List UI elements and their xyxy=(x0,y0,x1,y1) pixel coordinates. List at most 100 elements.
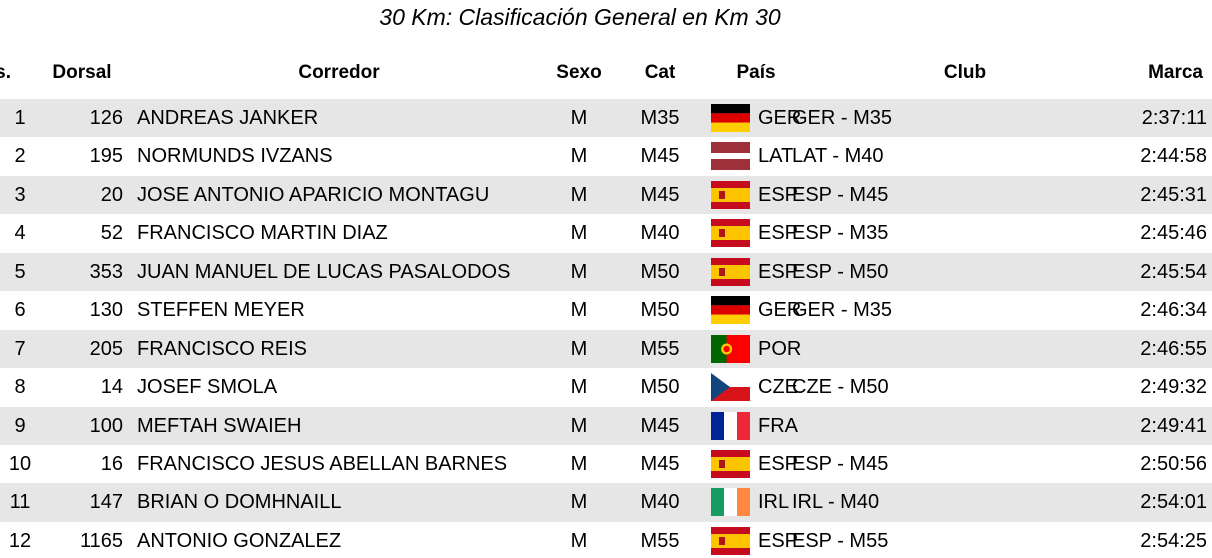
sex: M xyxy=(570,529,588,552)
position: 12 xyxy=(8,529,32,552)
club: ESP - M45 xyxy=(792,452,889,475)
finish-time: 2:54:01 xyxy=(1140,491,1207,514)
sex: M xyxy=(570,491,588,514)
runner-name: JUAN MANUEL DE LUCAS PASALODOS xyxy=(137,260,511,283)
finish-time: 2:44:58 xyxy=(1140,145,1207,168)
title: 30 Km: Clasificación General en Km 30 xyxy=(379,4,781,30)
row: 12 1165 ANTONIO GONZALEZ M M55 ESP ESP - M55 2:… xyxy=(0,522,1212,558)
sex: M xyxy=(570,337,588,360)
header: Cat xyxy=(644,62,676,83)
position: 5 xyxy=(14,260,26,283)
bib: 20 xyxy=(100,183,123,206)
finish-time: 2:49:32 xyxy=(1140,376,1207,399)
position: 3 xyxy=(14,183,26,206)
finish-time: 2:46:34 xyxy=(1140,299,1207,322)
position: 11 xyxy=(9,491,31,514)
header: Dorsal xyxy=(52,62,112,83)
row: 3 20 JOSE ANTONIO APARICIO MONTAGU M M45 ESP E… xyxy=(0,175,1212,215)
bib: 16 xyxy=(100,452,123,475)
club: ESP - M45 xyxy=(792,183,889,206)
category: M35 xyxy=(640,107,680,129)
country: CZE xyxy=(758,376,798,399)
country: POR xyxy=(758,337,802,360)
row: 10 16 FRANCISCO JESUS ABELLAN BARNES M M45 ES… xyxy=(0,445,1212,483)
flag xyxy=(711,296,750,324)
sex: M xyxy=(570,452,588,475)
runner-name: NORMUNDS IVZANS xyxy=(137,145,333,168)
row: 11 147 BRIAN O DOMHNAILL M M40 IRL IRL - M40 2:… xyxy=(0,483,1212,522)
bib: 14 xyxy=(100,376,123,399)
category: M45 xyxy=(640,414,680,437)
bib: 353 xyxy=(89,260,123,283)
finish-time: 2:54:25 xyxy=(1140,529,1207,552)
header: País xyxy=(736,62,776,83)
finish-time: 2:45:54 xyxy=(1140,260,1207,283)
flag xyxy=(711,258,750,286)
position: 7 xyxy=(14,337,26,360)
header: Corredor xyxy=(298,62,380,83)
header: Marca xyxy=(1148,62,1203,83)
category: M40 xyxy=(640,222,680,245)
flag xyxy=(711,527,750,555)
bib: 195 xyxy=(89,145,123,168)
category: M50 xyxy=(640,260,680,283)
club: ESP - M50 xyxy=(792,260,889,283)
country: IRL xyxy=(758,491,790,514)
row: 5 353 JUAN MANUEL DE LUCAS PASALODOS M M50 ES… xyxy=(0,252,1212,292)
country: FRA xyxy=(758,414,798,437)
position: 9 xyxy=(14,414,26,437)
sex: M xyxy=(570,183,588,206)
country: GER xyxy=(758,299,802,322)
runner-name: FRANCISCO JESUS ABELLAN BARNES xyxy=(137,452,508,475)
runner-name: JOSE ANTONIO APARICIO MONTAGU xyxy=(137,183,490,206)
flag xyxy=(711,450,750,478)
position: 6 xyxy=(14,299,26,322)
club: CZE - M50 xyxy=(792,376,889,399)
finish-time: 2:49:41 xyxy=(1140,414,1207,437)
flag xyxy=(711,335,750,363)
row: 7 205 FRANCISCO REIS M M55 POR 2:46:55 xyxy=(0,329,1212,369)
runner-name: JOSEF SMOLA xyxy=(137,376,278,399)
bib: 205 xyxy=(89,337,123,360)
category: M45 xyxy=(640,183,680,206)
country: GER xyxy=(758,107,802,129)
country: ESP xyxy=(758,183,799,206)
bib: 52 xyxy=(100,222,123,245)
runner-name: ANDREAS JANKER xyxy=(137,107,319,129)
sex: M xyxy=(570,145,588,168)
position: 10 xyxy=(8,452,32,475)
sex: M xyxy=(570,299,588,322)
position: 2 xyxy=(14,145,26,168)
category: M45 xyxy=(640,145,680,168)
sex: M xyxy=(570,222,588,245)
finish-time: 2:50:56 xyxy=(1140,452,1207,475)
country: ESP xyxy=(758,452,799,475)
club: IRL - M40 xyxy=(792,491,880,514)
club: ESP - M55 xyxy=(792,529,889,552)
finish-time: 2:46:55 xyxy=(1140,337,1207,360)
finish-time: 2:45:31 xyxy=(1140,183,1207,206)
row: 1 126 ANDREAS JANKER M M35 GER GER - M35 2:37:1… xyxy=(0,99,1212,138)
country: ESP xyxy=(758,260,799,283)
category: M50 xyxy=(640,376,680,399)
runner-name: MEFTAH SWAIEH xyxy=(137,414,302,437)
bib: 147 xyxy=(89,491,123,514)
flag xyxy=(711,181,750,209)
country: ESP xyxy=(758,222,799,245)
country: ESP xyxy=(758,529,799,552)
club: GER - M35 xyxy=(792,299,893,322)
category: M40 xyxy=(640,491,680,514)
category: M50 xyxy=(640,299,680,322)
category: M55 xyxy=(640,337,680,360)
flag xyxy=(711,142,750,170)
bib: 100 xyxy=(89,414,123,437)
position: 1 xyxy=(14,107,26,129)
row: 6 130 STEFFEN MEYER M M50 GER GER - M35 2:46:34 xyxy=(0,291,1212,329)
header: Sexo xyxy=(556,62,602,83)
bib: 126 xyxy=(89,107,123,129)
flag xyxy=(711,412,750,440)
sex: M xyxy=(570,260,588,283)
flag xyxy=(711,104,750,132)
row: 2 195 NORMUNDS IVZANS M M45 LAT LAT - M40 2:44:… xyxy=(0,137,1212,175)
